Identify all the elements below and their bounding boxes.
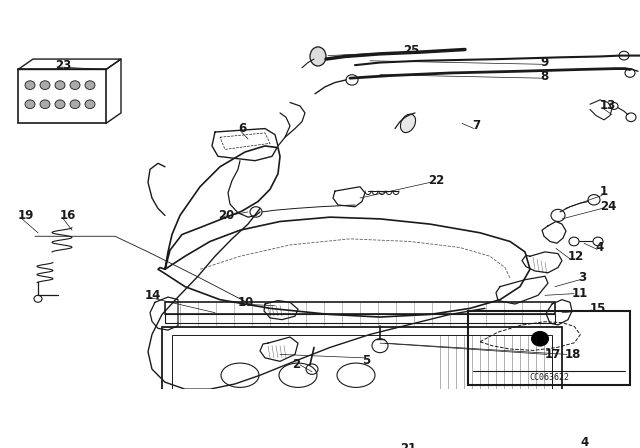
Bar — [162, 327, 562, 439]
Text: 2: 2 — [292, 358, 300, 371]
Bar — [468, 311, 630, 385]
Text: 7: 7 — [472, 120, 480, 133]
Text: 17: 17 — [545, 348, 561, 361]
Text: 16: 16 — [60, 209, 76, 222]
Text: 9: 9 — [540, 56, 548, 69]
Circle shape — [25, 100, 35, 108]
Text: 25: 25 — [403, 44, 419, 57]
Text: CC063622: CC063622 — [529, 373, 569, 382]
Circle shape — [40, 81, 50, 90]
Text: 10: 10 — [238, 296, 254, 309]
Text: 18: 18 — [565, 348, 581, 361]
Text: 3: 3 — [578, 271, 586, 284]
Text: 20: 20 — [218, 209, 234, 222]
Circle shape — [25, 81, 35, 90]
Circle shape — [55, 81, 65, 90]
Circle shape — [40, 100, 50, 108]
Bar — [165, 314, 555, 323]
Text: 8: 8 — [540, 70, 548, 83]
Ellipse shape — [310, 47, 326, 66]
Circle shape — [55, 100, 65, 108]
Bar — [172, 335, 552, 433]
Circle shape — [70, 81, 80, 90]
Bar — [18, 69, 106, 123]
Text: 4: 4 — [595, 241, 604, 254]
Text: 19: 19 — [18, 209, 35, 222]
Text: 6: 6 — [238, 122, 246, 135]
Circle shape — [85, 100, 95, 108]
Text: 23: 23 — [55, 59, 71, 72]
Ellipse shape — [401, 114, 415, 133]
Circle shape — [70, 100, 80, 108]
Circle shape — [531, 331, 549, 347]
Text: 13: 13 — [600, 99, 616, 112]
Text: 15: 15 — [590, 302, 606, 315]
Circle shape — [85, 81, 95, 90]
Text: 21: 21 — [400, 442, 416, 448]
Text: 12: 12 — [568, 250, 584, 263]
Text: 14: 14 — [145, 289, 161, 302]
Text: 22: 22 — [428, 174, 444, 187]
Bar — [165, 302, 555, 314]
Text: 5: 5 — [362, 354, 371, 367]
Text: 4: 4 — [580, 436, 588, 448]
Text: 11: 11 — [572, 287, 588, 300]
Text: 1: 1 — [600, 185, 608, 198]
Text: 24: 24 — [600, 200, 616, 213]
